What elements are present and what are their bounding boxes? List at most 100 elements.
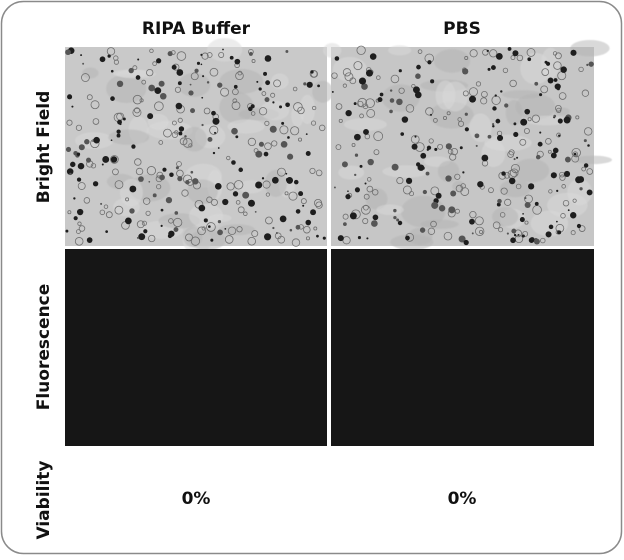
texture	[322, 43, 342, 58]
cell-outline	[125, 197, 130, 202]
cell	[414, 135, 417, 138]
cell-outline	[218, 51, 225, 58]
cell	[159, 174, 165, 181]
cell	[469, 95, 477, 103]
cell	[316, 234, 319, 238]
cell-outline	[376, 75, 381, 80]
cell-outline	[342, 68, 352, 77]
cell	[579, 187, 583, 191]
cell	[110, 69, 114, 73]
cell-outline	[454, 173, 461, 180]
cell-outline	[300, 198, 307, 205]
cell-outline	[469, 211, 477, 219]
cell	[422, 189, 428, 195]
cell-outline	[261, 91, 267, 96]
cell-outline	[430, 220, 437, 228]
cell	[138, 176, 144, 182]
cell	[391, 163, 399, 171]
cell-outline	[455, 184, 464, 193]
cell-outline	[425, 107, 434, 116]
cell	[82, 62, 85, 65]
cell-outline	[290, 126, 300, 136]
cell	[379, 92, 384, 97]
cell	[492, 125, 495, 128]
cell	[496, 202, 501, 207]
cell	[248, 106, 253, 112]
cell	[196, 61, 201, 65]
cell-outline	[581, 89, 590, 97]
cell	[258, 141, 264, 147]
cell	[475, 144, 478, 147]
cell	[337, 235, 344, 242]
cell	[529, 237, 535, 242]
cell-outline	[292, 86, 298, 92]
cell	[508, 177, 516, 185]
cell-outline	[114, 205, 124, 215]
cell-outline	[311, 105, 317, 111]
cell	[463, 239, 469, 246]
cell	[211, 110, 216, 116]
cell	[76, 152, 81, 156]
cell	[450, 190, 457, 197]
cell	[495, 52, 503, 60]
cell	[389, 109, 393, 114]
cell	[80, 54, 83, 57]
cell-outline	[499, 212, 506, 218]
cell	[107, 54, 111, 58]
texture	[299, 94, 316, 125]
cell	[343, 222, 347, 226]
cell	[264, 233, 272, 241]
cell-outline	[365, 98, 375, 108]
cell-outline	[457, 117, 462, 122]
cell	[334, 56, 340, 61]
texture	[442, 81, 468, 112]
cell-outline	[455, 208, 460, 214]
cell	[474, 133, 480, 139]
cell	[233, 84, 238, 89]
cell	[84, 139, 90, 145]
cell	[116, 133, 121, 138]
cell-outline	[197, 226, 206, 236]
texture	[260, 100, 290, 121]
cell	[212, 117, 220, 125]
cell-outline	[148, 234, 156, 243]
cell-outline	[500, 187, 508, 195]
cell	[560, 66, 567, 73]
texture	[82, 67, 99, 79]
texture	[570, 40, 610, 57]
cell	[553, 78, 558, 82]
texture	[312, 80, 334, 103]
cell	[583, 139, 587, 143]
column-header: PBS	[443, 19, 481, 39]
cell	[547, 77, 554, 84]
cell-outline	[410, 134, 420, 144]
cell-outline	[481, 90, 488, 98]
cell	[207, 136, 213, 142]
cell-outline	[437, 143, 443, 150]
cell	[279, 215, 287, 223]
cell-outline	[366, 108, 376, 118]
cell	[557, 118, 563, 124]
cell	[512, 50, 519, 57]
cell	[411, 143, 418, 150]
cell	[425, 171, 430, 176]
cell	[445, 143, 452, 150]
cell-outline	[190, 72, 199, 81]
cell	[576, 223, 582, 229]
texture	[208, 214, 232, 223]
cell-outline	[362, 218, 369, 225]
cell	[217, 229, 223, 236]
cell-outline	[171, 131, 179, 138]
cell	[143, 229, 148, 234]
cell	[67, 94, 73, 100]
cell	[200, 53, 203, 56]
cell	[116, 129, 121, 134]
cell-outline	[206, 52, 213, 58]
cell	[345, 193, 351, 200]
cell-outline	[247, 236, 256, 246]
cell	[361, 83, 368, 90]
cell-outline	[313, 198, 323, 208]
cell-outline	[396, 177, 404, 185]
column-header: RIPA Buffer	[142, 19, 251, 39]
